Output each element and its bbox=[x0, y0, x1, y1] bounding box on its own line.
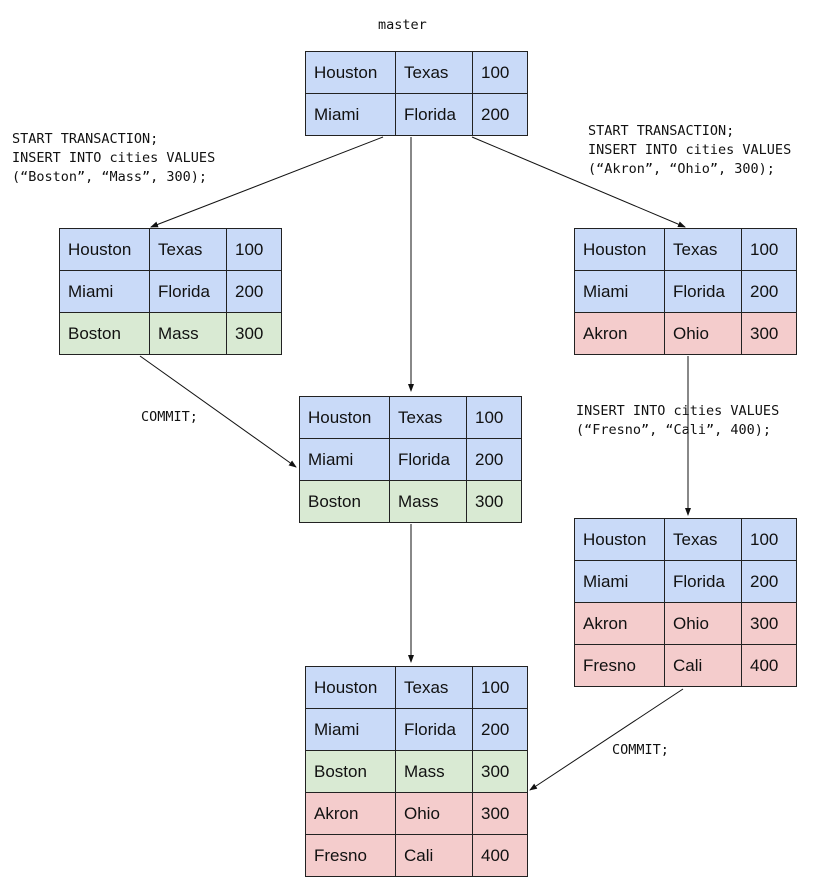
arrow-master-to-right bbox=[471, 136, 686, 228]
state-cell: Texas bbox=[664, 228, 742, 271]
state-cell: Florida bbox=[664, 560, 742, 603]
state-cell: Florida bbox=[149, 270, 227, 313]
table-row: Fresno Cali 400 bbox=[574, 644, 797, 687]
table-row: Houston Texas 100 bbox=[305, 666, 528, 709]
state-cell: Texas bbox=[395, 51, 473, 94]
value-cell: 100 bbox=[472, 51, 528, 94]
table-row: Akron Ohio 300 bbox=[574, 602, 797, 645]
arrow-right2-to-bottom bbox=[529, 688, 684, 791]
value-cell: 100 bbox=[741, 228, 797, 271]
arrow-left-to-middle bbox=[139, 355, 297, 468]
value-cell: 300 bbox=[472, 750, 528, 793]
value-cell: 300 bbox=[741, 312, 797, 355]
state-cell: Texas bbox=[149, 228, 227, 271]
value-cell: 200 bbox=[466, 438, 522, 481]
table-row: Boston Mass 300 bbox=[299, 480, 522, 523]
city-cell: Miami bbox=[574, 560, 665, 603]
state-cell: Ohio bbox=[395, 792, 473, 835]
table-row: Miami Florida 200 bbox=[574, 270, 797, 313]
city-cell: Boston bbox=[299, 480, 390, 523]
city-cell: Houston bbox=[59, 228, 150, 271]
table-row: Fresno Cali 400 bbox=[305, 834, 528, 877]
state-cell: Texas bbox=[395, 666, 473, 709]
state-cell: Texas bbox=[389, 396, 467, 439]
table-row: Houston Texas 100 bbox=[299, 396, 522, 439]
table-master-after-commit: Houston Texas 100 Miami Florida 200 Boston Mass… bbox=[299, 396, 522, 523]
master-label: master bbox=[378, 17, 427, 33]
arrow-master-to-left bbox=[150, 136, 384, 228]
left-transaction-sql: START TRANSACTION; INSERT INTO cities VA… bbox=[12, 131, 216, 185]
table-row: Miami Florida 200 bbox=[305, 93, 528, 136]
city-cell: Miami bbox=[59, 270, 150, 313]
value-cell: 200 bbox=[741, 270, 797, 313]
state-cell: Mass bbox=[395, 750, 473, 793]
table-row: Boston Mass 300 bbox=[305, 750, 528, 793]
right-insert-sql: INSERT INTO cities VALUES (“Fresno”, “Ca… bbox=[576, 403, 780, 438]
state-cell: Texas bbox=[664, 518, 742, 561]
value-cell: 400 bbox=[741, 644, 797, 687]
city-cell: Houston bbox=[574, 228, 665, 271]
state-cell: Mass bbox=[149, 312, 227, 355]
table-row: Miami Florida 200 bbox=[59, 270, 282, 313]
table-row: Miami Florida 200 bbox=[574, 560, 797, 603]
state-cell: Florida bbox=[395, 93, 473, 136]
value-cell: 100 bbox=[466, 396, 522, 439]
table-row: Houston Texas 100 bbox=[305, 51, 528, 94]
table-right-branch-2: Houston Texas 100 Miami Florida 200 Akron Ohio 3… bbox=[574, 518, 797, 687]
table-row: Miami Florida 200 bbox=[305, 708, 528, 751]
value-cell: 100 bbox=[472, 666, 528, 709]
city-cell: Miami bbox=[574, 270, 665, 313]
city-cell: Miami bbox=[299, 438, 390, 481]
city-cell: Houston bbox=[574, 518, 665, 561]
value-cell: 300 bbox=[741, 602, 797, 645]
state-cell: Mass bbox=[389, 480, 467, 523]
right-transaction-sql: START TRANSACTION; INSERT INTO cities VA… bbox=[588, 123, 792, 177]
city-cell: Houston bbox=[305, 666, 396, 709]
city-cell: Akron bbox=[305, 792, 396, 835]
table-row: Houston Texas 100 bbox=[574, 228, 797, 271]
city-cell: Fresno bbox=[305, 834, 396, 877]
table-row: Akron Ohio 300 bbox=[305, 792, 528, 835]
table-master: Houston Texas 100 Miami Florida 200 bbox=[305, 51, 528, 136]
table-master-final: Houston Texas 100 Miami Florida 200 Boston Mass… bbox=[305, 666, 528, 877]
state-cell: Cali bbox=[664, 644, 742, 687]
value-cell: 300 bbox=[466, 480, 522, 523]
table-row: Houston Texas 100 bbox=[574, 518, 797, 561]
state-cell: Ohio bbox=[664, 602, 742, 645]
city-cell: Houston bbox=[305, 51, 396, 94]
city-cell: Fresno bbox=[574, 644, 665, 687]
value-cell: 100 bbox=[741, 518, 797, 561]
right-commit-label: COMMIT; bbox=[612, 742, 669, 758]
table-row: Akron Ohio 300 bbox=[574, 312, 797, 355]
state-cell: Florida bbox=[664, 270, 742, 313]
city-cell: Miami bbox=[305, 708, 396, 751]
city-cell: Miami bbox=[305, 93, 396, 136]
value-cell: 200 bbox=[741, 560, 797, 603]
city-cell: Akron bbox=[574, 602, 665, 645]
table-left-branch: Houston Texas 100 Miami Florida 200 Boston Mass… bbox=[59, 228, 282, 355]
value-cell: 100 bbox=[226, 228, 282, 271]
table-row: Boston Mass 300 bbox=[59, 312, 282, 355]
value-cell: 200 bbox=[472, 708, 528, 751]
value-cell: 300 bbox=[472, 792, 528, 835]
state-cell: Cali bbox=[395, 834, 473, 877]
value-cell: 200 bbox=[226, 270, 282, 313]
table-row: Houston Texas 100 bbox=[59, 228, 282, 271]
table-row: Miami Florida 200 bbox=[299, 438, 522, 481]
value-cell: 400 bbox=[472, 834, 528, 877]
city-cell: Boston bbox=[59, 312, 150, 355]
city-cell: Houston bbox=[299, 396, 390, 439]
table-right-branch: Houston Texas 100 Miami Florida 200 Akron Ohio 3… bbox=[574, 228, 797, 355]
city-cell: Boston bbox=[305, 750, 396, 793]
state-cell: Florida bbox=[389, 438, 467, 481]
state-cell: Florida bbox=[395, 708, 473, 751]
value-cell: 200 bbox=[472, 93, 528, 136]
value-cell: 300 bbox=[226, 312, 282, 355]
state-cell: Ohio bbox=[664, 312, 742, 355]
left-commit-label: COMMIT; bbox=[141, 409, 198, 425]
city-cell: Akron bbox=[574, 312, 665, 355]
